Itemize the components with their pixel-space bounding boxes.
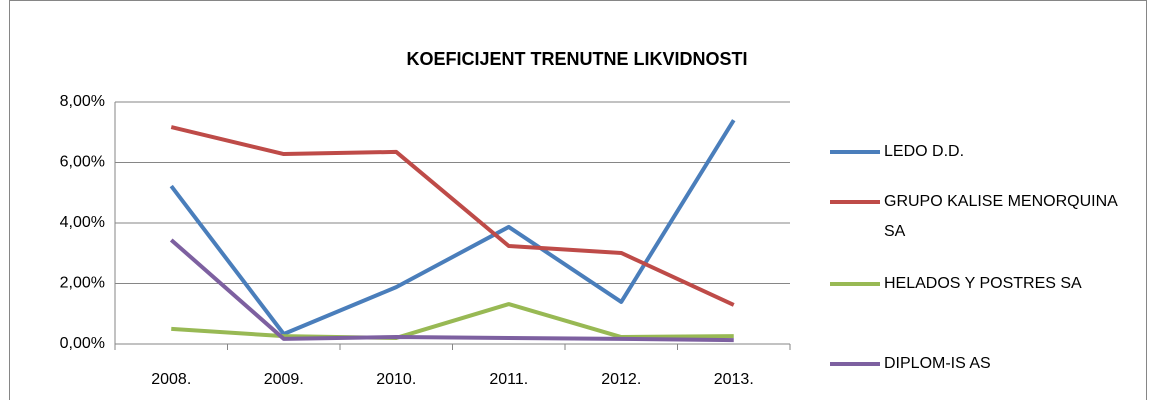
x-tick-label: 2011. — [489, 371, 528, 388]
y-tick-label: 8,00% — [60, 93, 105, 110]
legend-label: DIPLOM-IS AS — [884, 355, 991, 372]
y-tick-label: 2,00% — [60, 275, 105, 292]
y-tick-label: 0,00% — [60, 335, 105, 352]
chart-title: KOEFICIJENT TRENUTNE LIKVIDNOSTI — [406, 49, 747, 69]
x-tick-label: 2012. — [601, 371, 641, 388]
chart-frame — [9, 0, 1147, 400]
line-series — [169, 119, 736, 337]
legend-label: LEDO D.D. — [884, 143, 965, 160]
x-tick-label: 2009. — [264, 371, 304, 388]
line-series — [169, 238, 734, 343]
x-tick-label: 2008. — [151, 371, 191, 388]
y-tick-label: 6,00% — [60, 154, 105, 171]
legend-label: GRUPO KALISE MENORQUINA SA — [884, 193, 1117, 240]
line-series — [170, 125, 735, 307]
line-series — [171, 302, 734, 340]
x-tick-label: 2013. — [714, 371, 754, 388]
y-tick-label: 4,00% — [60, 214, 105, 231]
legend-label: HELADOS Y POSTRES SA — [884, 275, 1082, 292]
x-tick-label: 2010. — [376, 371, 416, 388]
